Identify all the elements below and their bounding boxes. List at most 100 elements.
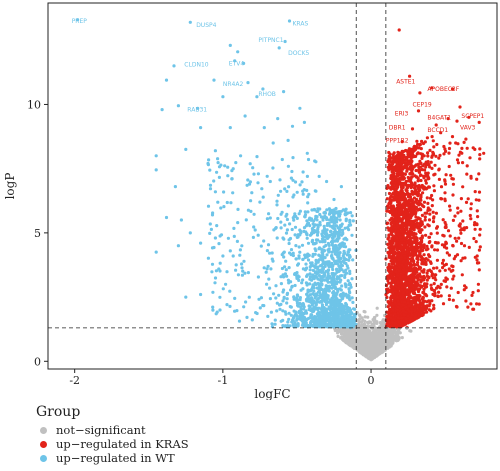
point-kras [387,201,391,205]
point-not-significant [365,351,370,355]
point-kras [441,218,445,222]
point-kras [391,317,395,321]
point-not-significant [362,309,366,314]
point-kras [414,301,418,306]
point-kras [395,308,399,312]
point-kras [418,304,422,308]
point-kras [405,246,409,250]
point-not-significant [363,319,367,323]
point-not-significant [378,325,382,329]
point-kras [408,195,413,199]
point-kras [388,300,392,305]
point-kras [389,181,393,185]
point-kras [424,248,429,252]
point-kras [430,193,434,198]
point-kras [422,185,426,189]
point-kras [406,256,410,260]
point-kras [447,294,451,298]
point-kras [420,284,424,288]
point-kras [404,156,408,160]
point-kras [397,219,401,223]
point-kras [403,322,408,326]
point-kras [416,194,420,198]
point-kras [400,165,404,169]
point-kras [400,223,404,227]
point-not-significant [353,346,357,350]
point-not-significant [344,337,349,341]
point-kras [452,274,456,278]
point-kras [428,254,432,259]
point-kras [390,156,394,160]
point-kras [419,178,423,183]
point-not-significant [360,330,364,334]
point-kras [426,206,430,210]
point-kras [399,238,404,242]
point-kras [391,169,395,173]
point-kras [409,151,413,155]
point-kras [400,227,404,231]
point-kras [437,156,441,160]
point-kras [392,159,396,163]
point-kras [432,266,436,270]
point-kras [418,165,422,169]
point-kras [475,258,479,262]
point-kras [425,244,429,248]
point-not-significant [357,322,361,326]
point-kras [386,287,390,291]
point-kras [435,142,439,147]
point-kras [448,208,452,212]
point-not-significant [366,339,370,343]
point-kras [388,198,392,203]
point-kras [399,319,403,323]
point-kras [417,298,421,302]
point-kras [394,188,398,192]
point-kras [451,182,455,186]
point-not-significant [382,347,386,351]
point-kras [397,215,401,219]
point-kras [413,181,417,185]
point-kras [439,282,443,286]
point-kras [425,278,429,282]
point-kras [418,309,422,313]
point-kras [416,176,420,180]
point-kras [422,253,426,257]
point-kras [417,170,421,174]
point-kras [414,168,418,173]
point-not-significant [362,333,366,337]
point-kras [423,225,427,229]
point-kras [434,154,438,158]
point-kras [430,299,434,303]
point-kras [394,218,398,222]
point-kras [441,258,445,262]
point-kras [414,243,419,247]
point-kras [465,172,469,176]
point-kras [395,195,399,200]
point-kras [395,174,399,178]
point-kras [399,229,403,233]
point-kras [400,296,404,300]
point-kras [409,258,413,262]
point-not-significant [393,328,397,332]
point-kras [407,204,411,208]
point-kras [443,179,447,183]
point-kras [404,268,409,272]
point-kras [412,154,416,159]
point-kras [387,320,391,324]
point-kras [387,252,391,256]
point-kras [456,142,460,146]
point-kras [404,192,408,196]
point-kras [476,289,480,293]
point-kras [453,214,457,218]
point-kras [440,261,445,265]
point-kras [424,260,428,264]
point-kras [416,179,420,183]
point-kras [429,269,433,274]
point-kras [423,168,427,172]
point-kras [449,173,453,177]
point-kras [407,200,411,204]
point-kras [469,176,473,180]
point-kras [396,232,401,236]
point-kras [464,200,469,204]
point-kras [405,290,409,294]
point-kras [422,300,426,304]
